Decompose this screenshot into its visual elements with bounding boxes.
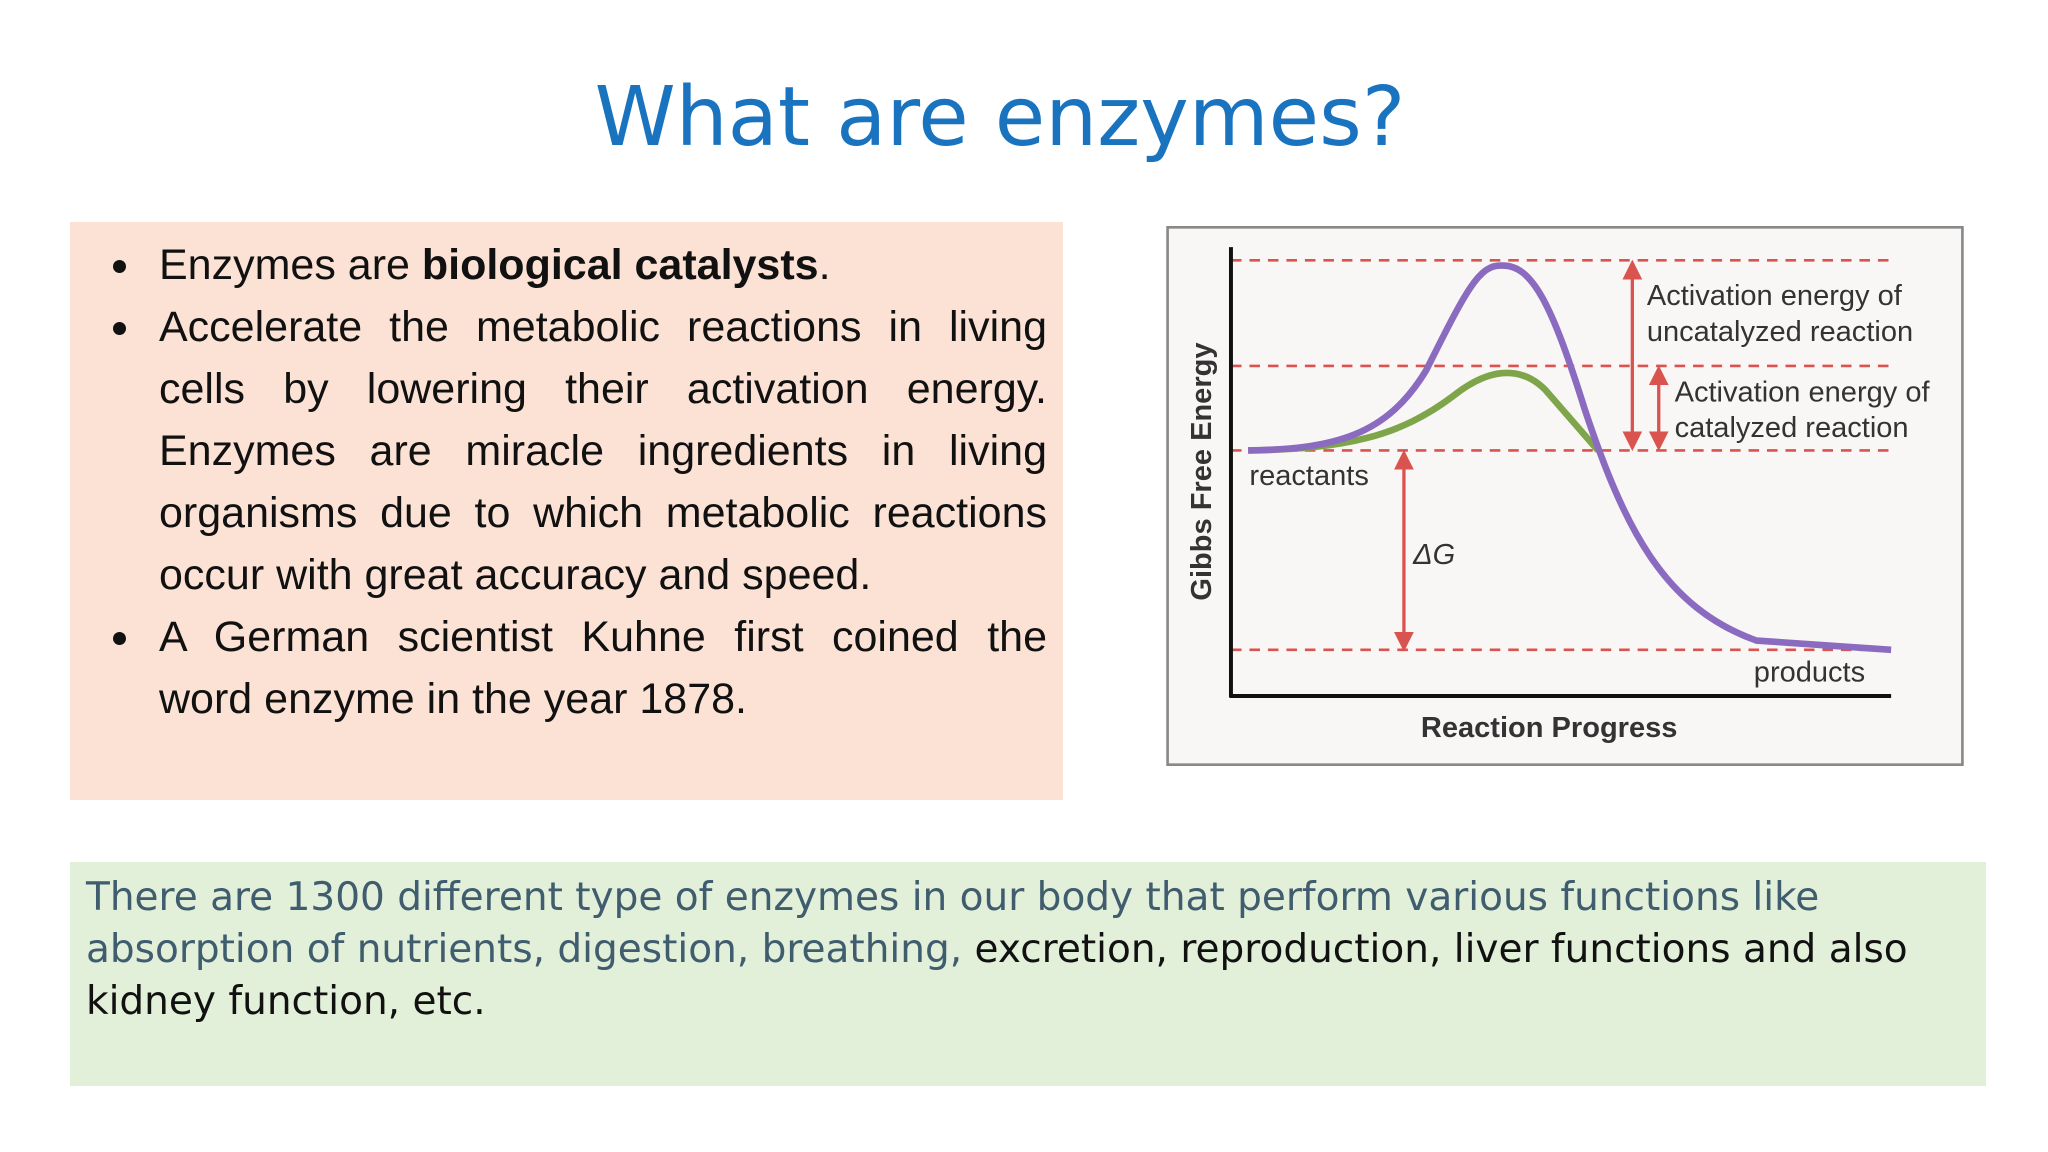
label: products (1754, 657, 1865, 689)
y-axis-label: Gibbs Free Energy (1186, 343, 1218, 601)
label: uncatalyzed reaction (1647, 316, 1913, 348)
label: Activation energy of (1647, 280, 1903, 312)
x-axis-label: Reaction Progress (1421, 712, 1678, 744)
bullet-box: Enzymes are biological catalysts. Accele… (70, 222, 1063, 800)
bullet-text: Enzymes are (159, 241, 422, 289)
label: catalyzed reaction (1675, 412, 1909, 444)
axes (1228, 247, 1892, 699)
bullet: Enzymes are biological catalysts. (145, 234, 1047, 296)
label: ΔG (1412, 539, 1455, 571)
bullet-list: Enzymes are biological catalysts. Accele… (70, 222, 1063, 730)
frame (1166, 226, 1964, 766)
label: reactants (1249, 460, 1368, 492)
bullet: A German scientist Kuhne first coined th… (145, 606, 1047, 730)
arrows (1394, 259, 1669, 652)
info-text: There are 1300 different type of enzymes… (70, 862, 1986, 1028)
bullet-text: . (818, 241, 831, 289)
plain-text: excretion, reproduction, liver functions… (86, 927, 1908, 1024)
title: What are enzymes? (594, 70, 1406, 165)
label: Activation energy of (1675, 377, 1931, 409)
uncatalyzed-curve (1248, 262, 1892, 654)
bold-text: biological catalysts (421, 241, 819, 289)
energy-diagram: Activation energy of uncatalyzed reactio… (1166, 226, 1964, 766)
info-box: There are 1300 different type of enzymes… (70, 862, 1986, 1086)
highlighted-text: There are 1300 different type of enzymes… (86, 875, 1820, 972)
bullet: Accelerate the metabolic reactions in li… (145, 296, 1047, 606)
